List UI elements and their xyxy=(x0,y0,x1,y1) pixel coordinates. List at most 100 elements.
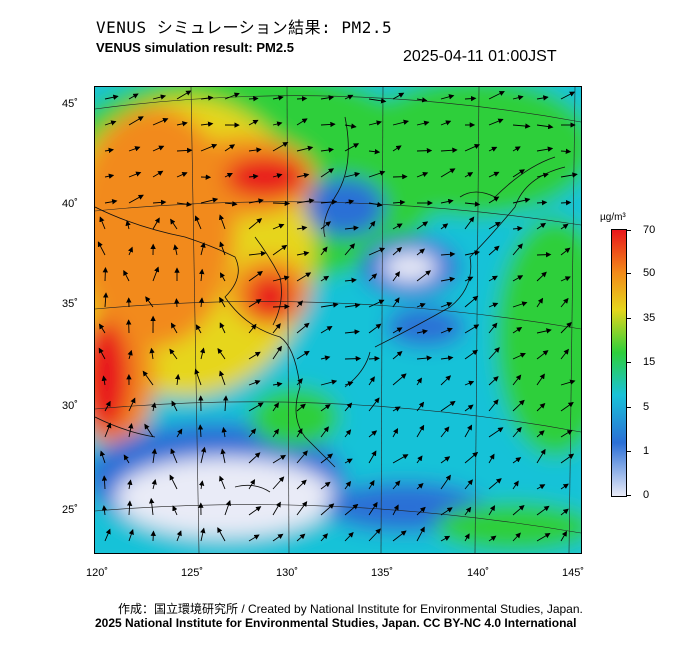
wind-arrow xyxy=(440,327,453,334)
wind-arrow xyxy=(560,199,572,206)
wind-arrow xyxy=(368,170,386,178)
wind-arrow xyxy=(512,169,525,178)
wind-arrow xyxy=(248,402,264,412)
wind-arrow xyxy=(218,214,226,230)
colorbar-tickmark xyxy=(626,362,631,363)
wind-arrow xyxy=(488,478,502,490)
wind-arrow xyxy=(296,501,308,516)
wind-arrow xyxy=(104,173,115,179)
wind-arrow xyxy=(128,423,134,438)
wind-arrow xyxy=(296,322,310,334)
wind-arrow xyxy=(176,90,192,100)
wind-arrow xyxy=(128,116,144,126)
wind-arrow xyxy=(512,457,522,464)
wind-arrow xyxy=(392,406,401,412)
wind-arrow xyxy=(104,147,114,154)
wind-arrow xyxy=(512,243,523,256)
wind-arrow xyxy=(296,378,303,386)
concentration-field xyxy=(95,87,581,553)
wind-arrow xyxy=(416,147,433,154)
wind-arrow xyxy=(170,448,178,464)
wind-arrow xyxy=(169,348,178,360)
wind-arrow xyxy=(536,251,552,258)
wind-arrow xyxy=(368,480,375,490)
wind-arrow xyxy=(536,373,545,386)
wind-arrow xyxy=(488,427,504,438)
colorbar-tick-70: 70 xyxy=(643,224,656,236)
wind-arrow xyxy=(296,250,310,257)
wind-arrow xyxy=(464,380,475,386)
wind-arrow xyxy=(344,503,359,516)
colorbar-tickmark xyxy=(626,451,631,452)
wind-arrow xyxy=(416,270,432,282)
wind-arrow xyxy=(440,375,452,386)
lon-label-120: 120˚ xyxy=(85,567,109,579)
wind-arrow xyxy=(368,397,380,412)
wind-arrow xyxy=(560,297,569,308)
wind-arrow xyxy=(223,395,229,412)
wind-arrow xyxy=(368,201,383,208)
wind-arrow xyxy=(296,450,308,464)
wind-arrow xyxy=(416,424,425,438)
wind-arrow xyxy=(416,455,423,464)
wind-arrow xyxy=(296,428,303,438)
wind-arrow xyxy=(272,476,285,490)
wind-arrow xyxy=(512,275,524,282)
wind-arrow xyxy=(560,91,576,100)
wind-arrow xyxy=(440,302,453,308)
wind-arrow xyxy=(440,251,456,257)
wind-arrow xyxy=(488,376,499,386)
wind-arrow xyxy=(296,95,308,102)
wind-arrow xyxy=(416,221,429,230)
wind-arrow xyxy=(320,147,334,153)
wind-arrow xyxy=(344,429,352,438)
wind-arrow xyxy=(344,302,361,309)
map-canvas xyxy=(95,87,581,553)
wind-arrow xyxy=(536,123,554,130)
wind-arrow xyxy=(464,533,470,542)
wind-arrow xyxy=(102,267,109,282)
wind-arrow xyxy=(344,458,353,464)
wind-arrow xyxy=(320,453,334,464)
wind-arrow xyxy=(344,531,354,542)
wind-arrow xyxy=(392,199,406,206)
lon-label-135: 135˚ xyxy=(370,567,394,579)
wind-arrow xyxy=(392,92,405,100)
wind-arrow xyxy=(416,355,433,361)
wind-arrow xyxy=(512,146,521,152)
wind-arrow xyxy=(392,454,409,464)
wind-arrow xyxy=(320,221,332,230)
wind-arrow xyxy=(464,172,474,178)
lon-label-145: 145˚ xyxy=(561,567,585,579)
wind-arrow xyxy=(219,272,226,282)
wind-arrow xyxy=(170,218,178,230)
wind-arrow xyxy=(512,95,524,101)
wind-arrow xyxy=(488,302,499,308)
wind-arrow xyxy=(296,350,310,360)
wind-arrow xyxy=(296,479,307,490)
wind-arrow xyxy=(536,297,544,308)
wind-arrow xyxy=(200,95,214,101)
wind-arrow xyxy=(560,508,569,516)
wind-arrow xyxy=(536,328,552,334)
wind-arrow xyxy=(98,347,106,360)
wind-arrow xyxy=(488,453,495,464)
wind-arrow xyxy=(464,276,474,282)
title-japanese: VENUS シミュレーション結果: PM2.5 xyxy=(96,18,393,37)
wind-vectors xyxy=(97,90,578,542)
wind-arrow xyxy=(512,197,531,204)
wind-arrow xyxy=(512,374,522,386)
wind-arrow xyxy=(152,217,160,230)
wind-arrow xyxy=(296,118,308,126)
wind-arrow xyxy=(104,400,111,412)
wind-arrow xyxy=(320,326,333,334)
wind-arrow xyxy=(440,535,451,542)
wind-arrow xyxy=(99,450,106,464)
wind-arrow xyxy=(536,402,546,412)
wind-arrow xyxy=(248,270,263,282)
wind-arrow xyxy=(440,223,449,230)
wind-arrow xyxy=(560,453,575,464)
wind-arrow xyxy=(248,452,261,464)
wind-arrow xyxy=(104,120,117,126)
wind-arrow xyxy=(102,292,109,308)
